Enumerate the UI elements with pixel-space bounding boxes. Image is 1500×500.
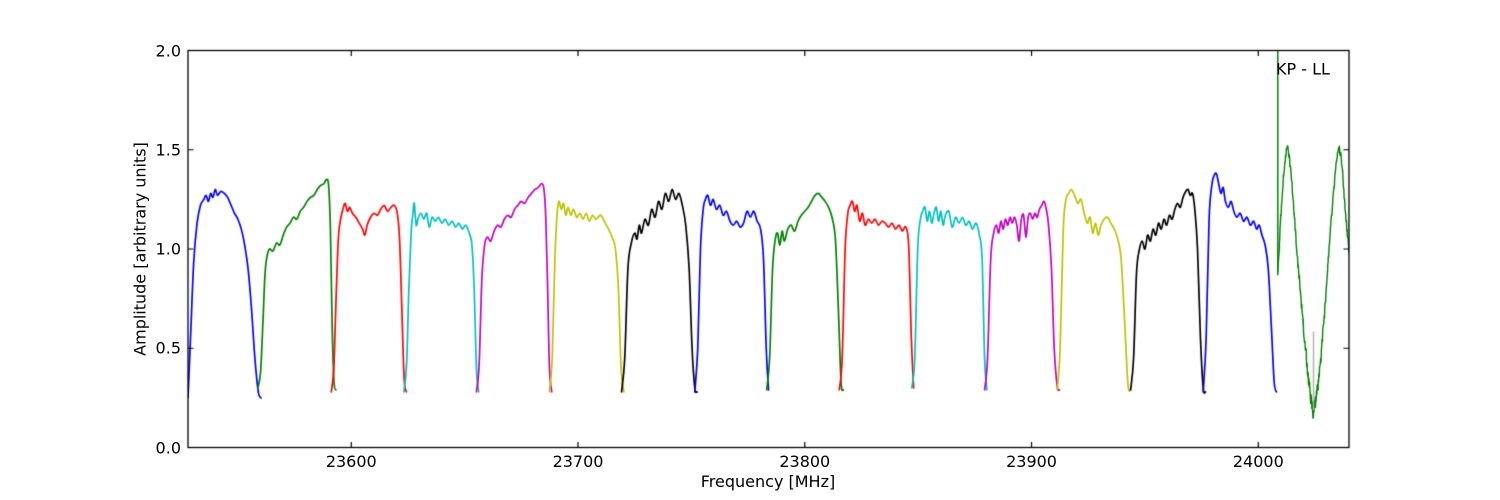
y-axis-label: Amplitude [arbitrary units]: [130, 142, 150, 356]
y-tick-label: 0.5: [155, 338, 181, 358]
y-tick-label: 2.0: [155, 41, 181, 60]
y-tick-label: 1.5: [155, 140, 181, 160]
x-tick-label: 23800: [779, 452, 831, 471]
y-tick-label: 1.0: [155, 239, 181, 259]
x-axis-label: Frequency [MHz]: [700, 472, 836, 491]
x-tick-label: 23600: [325, 452, 377, 471]
x-tick-label: 23900: [1006, 452, 1057, 471]
x-tick-label: 23700: [552, 452, 604, 471]
axes-title: KP - LL: [1276, 59, 1330, 79]
x-tick-label: 24000: [1232, 452, 1284, 471]
y-tick-label: 0.0: [155, 438, 181, 457]
